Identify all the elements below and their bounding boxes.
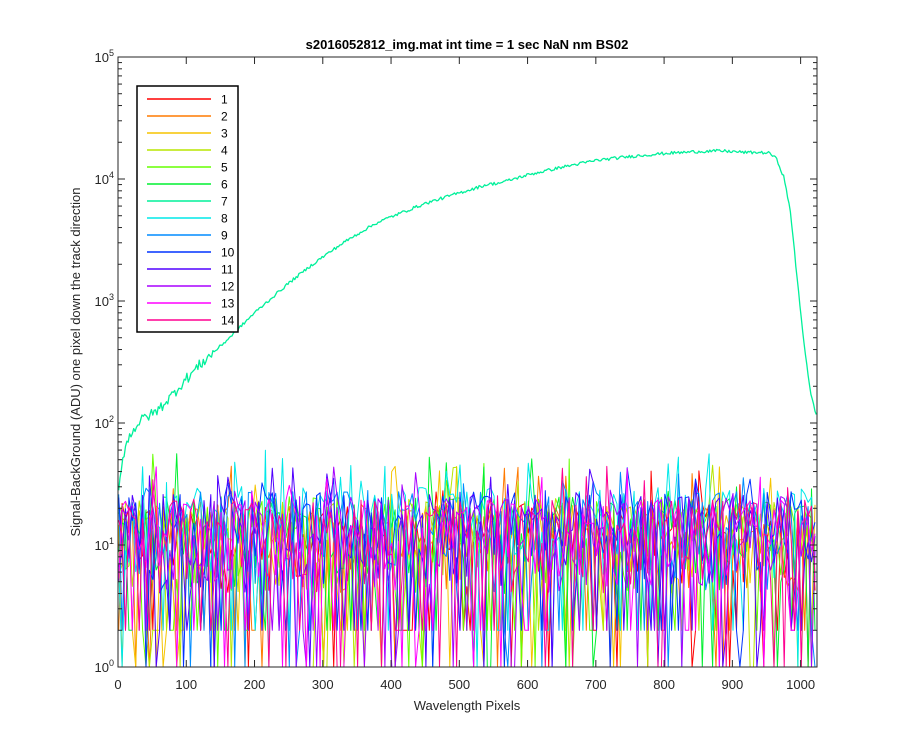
legend-label-9: 9 — [221, 229, 228, 243]
axes-box — [117, 56, 818, 668]
series-line-12 — [118, 466, 816, 667]
x-tick-label: 600 — [517, 677, 539, 692]
series-line-9 — [118, 471, 816, 667]
y-tick-label: 100 — [95, 658, 114, 675]
ticks-layer: 0 100 200 300 400 500 600 700 800 900 100010010110… — [95, 48, 817, 692]
x-tick-label: 200 — [244, 677, 266, 692]
legend-label-7: 7 — [221, 195, 228, 209]
y-tick-label: 102 — [95, 414, 114, 431]
legend-label-3: 3 — [221, 127, 228, 141]
x-tick-label: 400 — [380, 677, 402, 692]
y-tick-label: 105 — [95, 48, 114, 65]
chart-title: s2016052812_img.mat int time = 1 sec NaN… — [306, 37, 629, 52]
x-tick-label: 800 — [653, 677, 675, 692]
x-tick-label: 1000 — [786, 677, 815, 692]
x-tick-label: 700 — [585, 677, 607, 692]
y-axis-label: Signal-BackGround (ADU) one pixel down t… — [68, 187, 83, 536]
series-line-10 — [118, 467, 816, 667]
legend-label-2: 2 — [221, 110, 228, 124]
legend-label-13: 13 — [221, 297, 235, 311]
x-tick-label: 100 — [175, 677, 197, 692]
legend-label-4: 4 — [221, 144, 228, 158]
legend-label-11: 11 — [221, 263, 234, 277]
legend-label-1: 1 — [221, 93, 228, 107]
series-line-8 — [118, 449, 816, 667]
y-tick-label: 103 — [95, 292, 114, 309]
y-tick-label: 104 — [95, 170, 114, 187]
legend-box — [136, 85, 239, 333]
legend-label-10: 10 — [221, 246, 235, 260]
x-axis-label: Wavelength Pixels — [414, 698, 521, 713]
legend-label-14: 14 — [221, 314, 235, 328]
x-tick-label: 500 — [448, 677, 470, 692]
series-layer — [118, 148, 817, 667]
legend-label-5: 5 — [221, 161, 228, 175]
legend-label-8: 8 — [221, 212, 228, 226]
legend-label-6: 6 — [221, 178, 228, 192]
legend-label-12: 12 — [221, 280, 235, 294]
y-tick-label: 101 — [95, 536, 114, 553]
series-line-14 — [118, 465, 816, 667]
x-tick-label: 0 — [114, 677, 121, 692]
x-tick-label: 900 — [722, 677, 744, 692]
x-tick-label: 300 — [312, 677, 334, 692]
